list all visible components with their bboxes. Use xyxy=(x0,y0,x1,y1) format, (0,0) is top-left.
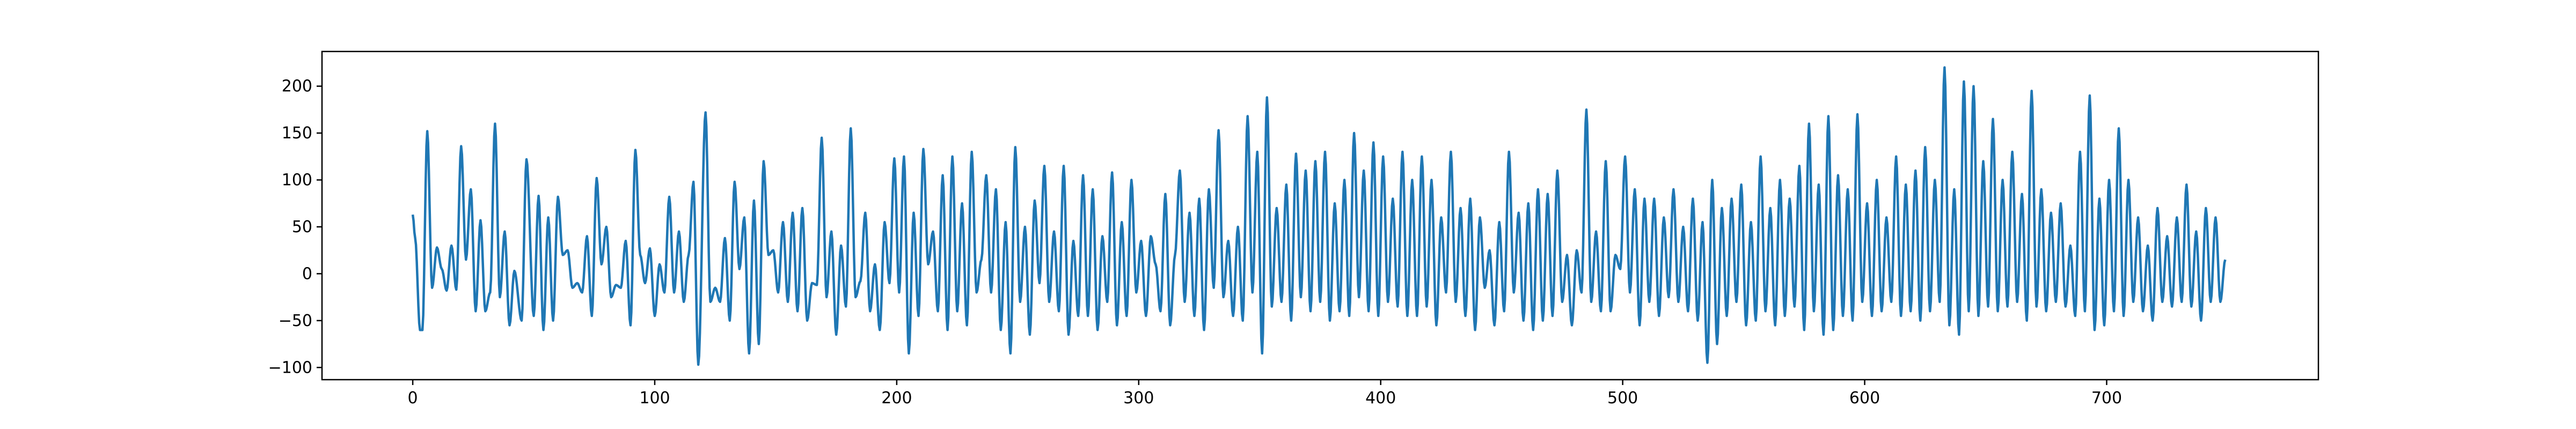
y-tick-label-50: 50 xyxy=(292,218,312,236)
x-tick-label-700: 700 xyxy=(2091,389,2122,408)
y-tick-label-100: 100 xyxy=(282,171,312,190)
y-tick-label-0: 0 xyxy=(302,264,312,283)
x-tick-label-200: 200 xyxy=(881,389,912,408)
x-tick-label-600: 600 xyxy=(1849,389,1880,408)
y-tick-label-150: 150 xyxy=(282,124,312,143)
x-tick-label-100: 100 xyxy=(639,389,670,408)
x-tick-label-0: 0 xyxy=(408,389,418,408)
x-tick-label-300: 300 xyxy=(1123,389,1154,408)
x-tick-label-400: 400 xyxy=(1365,389,1396,408)
axes-frame xyxy=(321,50,2319,381)
y-tick-label--50: −50 xyxy=(279,312,312,330)
plot-area: 0 100 200 300 400 500 600 700 −100 −50 0 50 100 150 20… xyxy=(268,50,2319,408)
series-line-0 xyxy=(411,66,2227,366)
y-tick-label-200: 200 xyxy=(282,77,312,96)
x-tick-label-500: 500 xyxy=(1607,389,1638,408)
y-tick-label--100: −100 xyxy=(268,358,312,377)
